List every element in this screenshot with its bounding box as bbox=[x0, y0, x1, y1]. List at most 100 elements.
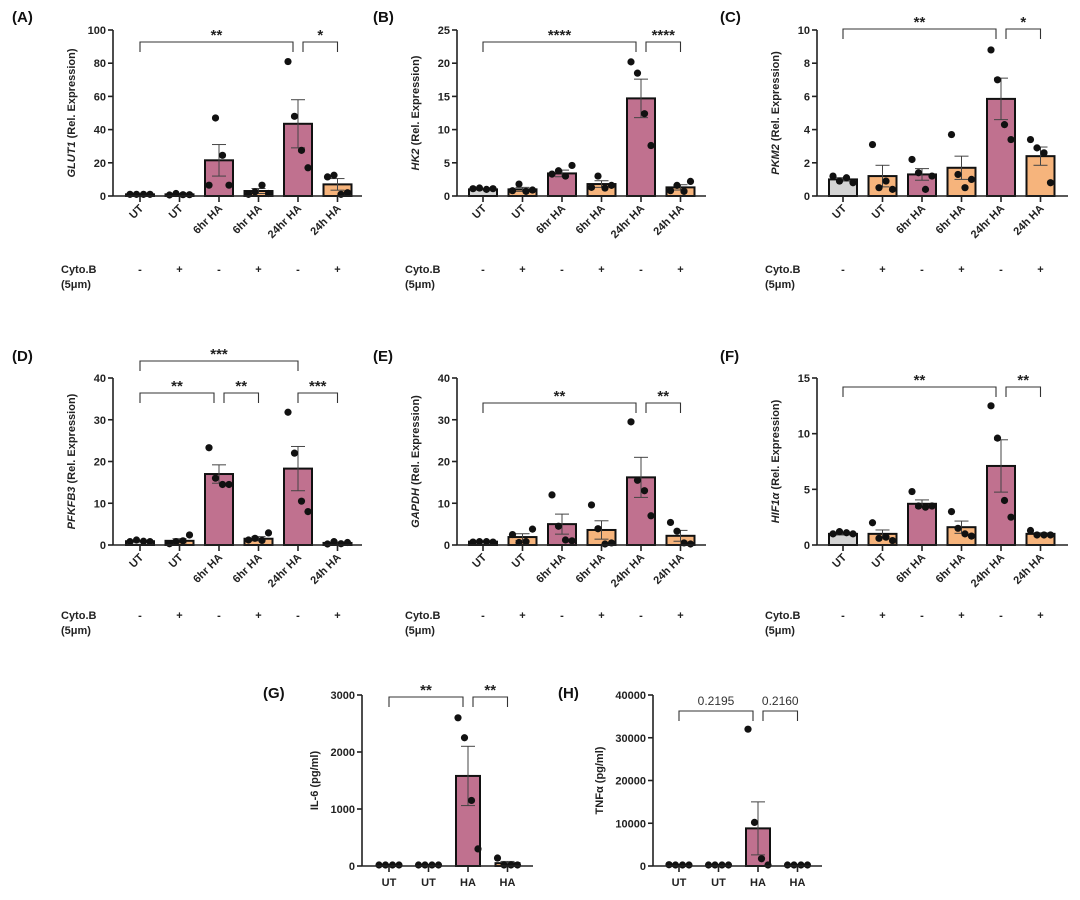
data-point bbox=[482, 538, 491, 546]
panel-h: (H) 0 10000 20000 30000 40000 TNFα (pg/ml) UT UT… bbox=[558, 685, 822, 889]
data-point bbox=[928, 502, 936, 510]
significance-bracket bbox=[482, 402, 637, 413]
x-tick-label: 24h HA bbox=[1011, 203, 1046, 238]
x-tick-label: HA bbox=[790, 877, 806, 889]
data-point bbox=[434, 861, 443, 869]
data-point bbox=[489, 185, 497, 193]
data-point bbox=[888, 536, 897, 545]
data-point bbox=[921, 185, 930, 193]
data-point bbox=[126, 538, 134, 546]
cyto-b-sign: - bbox=[138, 264, 142, 276]
data-point bbox=[1040, 149, 1048, 157]
y-axis-unit: (Rel. Expression) bbox=[410, 395, 422, 488]
cyto-b-label: Cyto.B bbox=[405, 264, 441, 276]
data-point bbox=[561, 172, 570, 180]
data-point bbox=[548, 170, 556, 178]
significance-bracket bbox=[678, 710, 754, 721]
data-point bbox=[947, 130, 956, 139]
data-point bbox=[139, 190, 148, 198]
data-point bbox=[601, 184, 609, 192]
data-point bbox=[568, 537, 576, 545]
y-tick-label: 0 bbox=[804, 540, 810, 552]
significance-bracket bbox=[223, 392, 260, 403]
data-point bbox=[258, 536, 266, 545]
x-tick-label: 6hr HA bbox=[534, 203, 568, 237]
data-point bbox=[666, 518, 675, 527]
significance-bracket bbox=[645, 402, 682, 413]
data-point bbox=[126, 190, 134, 198]
y-tick-label: 2 bbox=[804, 158, 810, 170]
p-value-label: 0.2160 bbox=[762, 694, 799, 708]
panel-g: (G) 0 1000 2000 3000 IL-6 (pg/ml) UT UT HA HA ** ** bbox=[263, 682, 533, 889]
x-tick-label: 24hr HA bbox=[609, 203, 647, 241]
data-point bbox=[244, 190, 253, 198]
y-tick-label: 0 bbox=[444, 540, 450, 552]
data-point bbox=[1007, 135, 1015, 144]
data-point bbox=[1033, 144, 1041, 152]
data-point bbox=[290, 112, 299, 120]
x-tick-label: UT bbox=[470, 202, 489, 221]
data-point bbox=[685, 861, 693, 869]
x-tick-label: 24h HA bbox=[651, 552, 686, 587]
cyto-b-sign: - bbox=[138, 610, 142, 622]
x-tick-label: UT bbox=[711, 877, 726, 889]
cyto-b-label: Cyto.B bbox=[765, 264, 801, 276]
data-point bbox=[284, 408, 292, 416]
cyto-b-sign: + bbox=[255, 610, 261, 622]
cyto-b-sign: - bbox=[841, 264, 845, 276]
data-point bbox=[601, 540, 609, 548]
data-point bbox=[381, 861, 390, 869]
data-point bbox=[744, 725, 752, 733]
data-point bbox=[967, 532, 976, 540]
data-point bbox=[967, 175, 976, 183]
x-tick-label: 6hr HA bbox=[934, 552, 968, 586]
y-tick-label: 0 bbox=[100, 191, 106, 203]
data-point bbox=[908, 155, 916, 164]
data-point bbox=[522, 187, 530, 195]
y-tick-label: 8 bbox=[804, 58, 810, 70]
y-axis-unit: (pg/ml) bbox=[594, 746, 606, 786]
data-point bbox=[1000, 121, 1009, 129]
data-point bbox=[211, 474, 220, 482]
x-tick-label: 24h HA bbox=[651, 203, 686, 238]
data-point bbox=[297, 146, 306, 154]
panel-label: (G) bbox=[263, 685, 285, 702]
data-point bbox=[508, 530, 517, 539]
y-tick-label: 80 bbox=[94, 58, 106, 70]
data-point bbox=[561, 536, 570, 544]
x-tick-label: 24hr HA bbox=[969, 552, 1007, 590]
x-tick-label: 6hr HA bbox=[191, 552, 225, 586]
x-tick-label: UT bbox=[510, 202, 529, 221]
significance-label: ** bbox=[171, 378, 183, 395]
data-point bbox=[757, 855, 766, 863]
data-point bbox=[875, 534, 883, 542]
y-axis-unit: (Rel. Expression) bbox=[770, 399, 782, 492]
y-tick-label: 20 bbox=[94, 457, 106, 469]
data-point bbox=[185, 191, 194, 199]
significance-bracket bbox=[388, 696, 464, 707]
x-tick-label: HA bbox=[750, 877, 766, 889]
significance-bracket bbox=[842, 386, 997, 397]
y-tick-label: 10 bbox=[94, 498, 106, 510]
cyto-b-sign: - bbox=[920, 264, 924, 276]
data-point bbox=[647, 512, 655, 520]
cyto-b-sign: - bbox=[639, 610, 643, 622]
significance-label: ** bbox=[1017, 372, 1029, 389]
data-point bbox=[882, 533, 890, 541]
y-tick-label: 3000 bbox=[331, 690, 355, 702]
data-point bbox=[842, 529, 851, 537]
y-tick-label: 10 bbox=[798, 429, 810, 441]
data-point bbox=[264, 529, 273, 537]
data-point bbox=[678, 861, 687, 869]
data-point bbox=[647, 141, 655, 150]
significance-label: ** bbox=[914, 14, 926, 31]
y-axis-gene: HK2 bbox=[410, 148, 422, 170]
x-tick-label: 24h HA bbox=[1011, 552, 1046, 587]
data-point bbox=[1033, 531, 1041, 539]
data-point bbox=[225, 480, 233, 489]
cyto-b-sign: + bbox=[1037, 610, 1043, 622]
significance-label: ** bbox=[484, 682, 496, 699]
data-point bbox=[954, 170, 962, 179]
data-point bbox=[673, 527, 681, 535]
panel-label: (B) bbox=[373, 9, 394, 26]
